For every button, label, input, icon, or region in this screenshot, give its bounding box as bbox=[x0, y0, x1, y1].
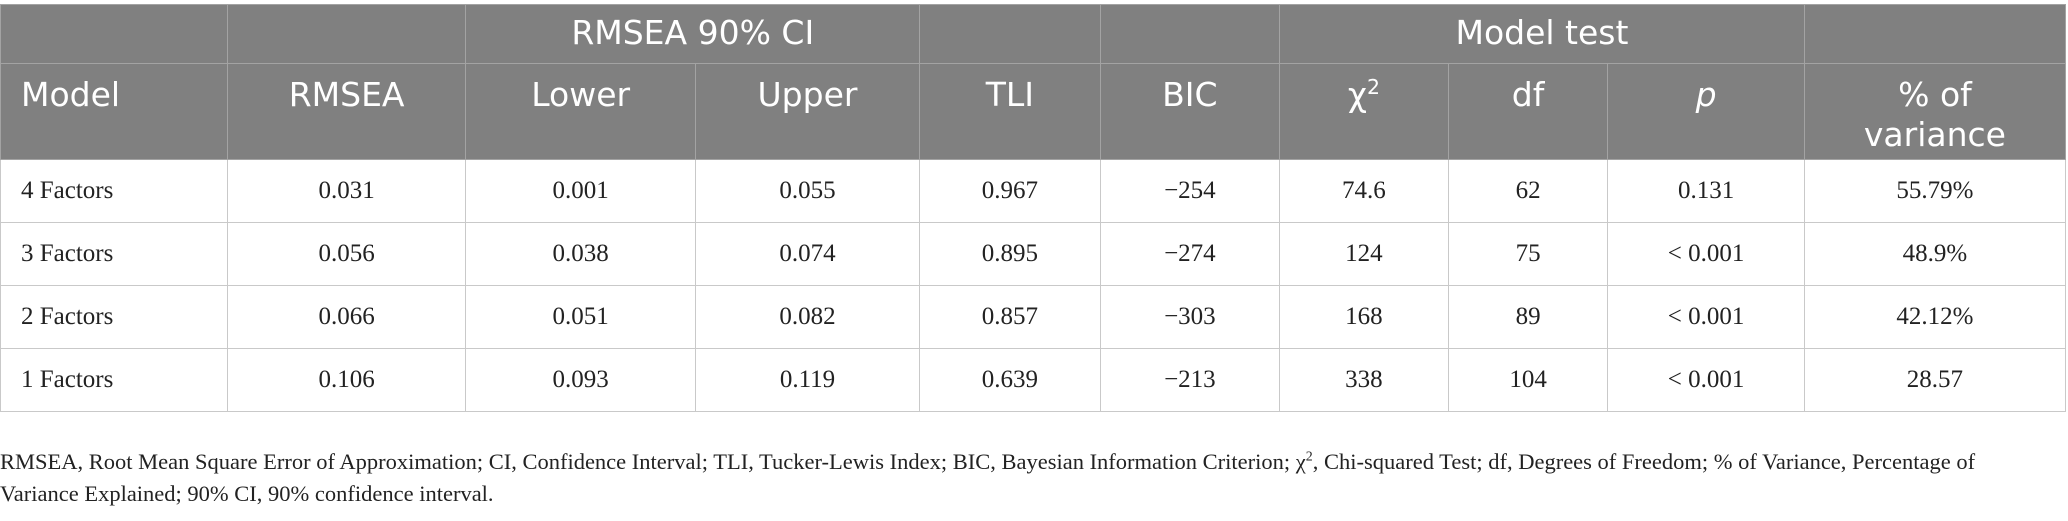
cell-upper: 0.074 bbox=[694, 222, 921, 286]
col-header-tli: TLI bbox=[919, 63, 1101, 160]
group-header-rmsea-ci: RMSEA 90% CI bbox=[465, 4, 921, 64]
col-header-lower: Lower bbox=[465, 63, 696, 160]
col-header-bic: BIC bbox=[1099, 63, 1281, 160]
cell-df: 89 bbox=[1447, 285, 1609, 349]
group-header-empty-model bbox=[0, 4, 228, 64]
group-header-empty-rmsea bbox=[226, 4, 467, 64]
cell-upper: 0.055 bbox=[694, 159, 921, 223]
table-row: 1 Factors 0.106 0.093 0.119 0.639 −213 3… bbox=[0, 348, 2067, 412]
cell-bic: −303 bbox=[1099, 285, 1281, 349]
cell-bic: −213 bbox=[1099, 348, 1281, 412]
col-header-rmsea: RMSEA bbox=[226, 63, 467, 160]
col-header-upper: Upper bbox=[694, 63, 921, 160]
cell-df: 75 bbox=[1447, 222, 1609, 286]
cell-model: 4 Factors bbox=[0, 159, 228, 223]
cell-model: 1 Factors bbox=[0, 348, 228, 412]
group-header-empty-tli bbox=[919, 4, 1101, 64]
cell-variance: 42.12% bbox=[1803, 285, 2067, 349]
col-header-p: p bbox=[1607, 63, 1805, 160]
col-header-variance: % of variance bbox=[1803, 63, 2067, 160]
cell-model: 3 Factors bbox=[0, 222, 228, 286]
variance-label-line2: variance bbox=[1863, 115, 2006, 154]
cell-rmsea: 0.056 bbox=[226, 222, 467, 286]
cell-lower: 0.051 bbox=[465, 285, 696, 349]
cell-tli: 0.639 bbox=[919, 348, 1101, 412]
cell-tli: 0.895 bbox=[919, 222, 1101, 286]
cell-p: 0.131 bbox=[1607, 159, 1805, 223]
cell-lower: 0.093 bbox=[465, 348, 696, 412]
col-header-df: df bbox=[1447, 63, 1609, 160]
cell-lower: 0.001 bbox=[465, 159, 696, 223]
group-header-empty-variance bbox=[1803, 4, 2067, 64]
cell-upper: 0.119 bbox=[694, 348, 921, 412]
col-header-model: Model bbox=[0, 63, 228, 160]
footnote-text-part1: RMSEA, Root Mean Square Error of Approxi… bbox=[0, 449, 1306, 474]
column-header-row: Model RMSEA Lower Upper TLI BIC χ2 df p … bbox=[0, 63, 2067, 160]
cell-variance: 28.57 bbox=[1803, 348, 2067, 412]
table-row: 4 Factors 0.031 0.001 0.055 0.967 −254 7… bbox=[0, 159, 2067, 223]
footnote-text-part2: , Chi-squared Test; df, Degrees of Freed… bbox=[0, 449, 1976, 506]
table-body: 4 Factors 0.031 0.001 0.055 0.967 −254 7… bbox=[0, 159, 2067, 412]
cell-upper: 0.082 bbox=[694, 285, 921, 349]
cell-variance: 48.9% bbox=[1803, 222, 2067, 286]
col-header-chi-squared: χ2 bbox=[1279, 63, 1449, 160]
group-header-row: RMSEA 90% CI Model test bbox=[0, 4, 2067, 64]
cell-lower: 0.038 bbox=[465, 222, 696, 286]
cell-rmsea: 0.106 bbox=[226, 348, 467, 412]
table-row: 3 Factors 0.056 0.038 0.074 0.895 −274 1… bbox=[0, 222, 2067, 286]
cell-p: < 0.001 bbox=[1607, 348, 1805, 412]
cell-rmsea: 0.066 bbox=[226, 285, 467, 349]
variance-label-line1: % of bbox=[1898, 75, 1972, 114]
cell-chi2: 338 bbox=[1279, 348, 1449, 412]
cell-tli: 0.967 bbox=[919, 159, 1101, 223]
cell-df: 62 bbox=[1447, 159, 1609, 223]
cell-rmsea: 0.031 bbox=[226, 159, 467, 223]
cell-bic: −254 bbox=[1099, 159, 1281, 223]
cell-df: 104 bbox=[1447, 348, 1609, 412]
cell-chi2: 74.6 bbox=[1279, 159, 1449, 223]
cell-p: < 0.001 bbox=[1607, 222, 1805, 286]
cell-bic: −274 bbox=[1099, 222, 1281, 286]
table-row: 2 Factors 0.066 0.051 0.082 0.857 −303 1… bbox=[0, 285, 2067, 349]
table-footnote: RMSEA, Root Mean Square Error of Approxi… bbox=[0, 446, 2050, 510]
chi-symbol: χ bbox=[1347, 75, 1367, 114]
table-header: RMSEA 90% CI Model test Model RMSEA Lowe… bbox=[0, 4, 2067, 160]
group-header-empty-bic bbox=[1099, 4, 1281, 64]
cell-chi2: 124 bbox=[1279, 222, 1449, 286]
footnote-superscript: 2 bbox=[1305, 449, 1313, 465]
cell-tli: 0.857 bbox=[919, 285, 1101, 349]
cell-model: 2 Factors bbox=[0, 285, 228, 349]
cell-variance: 55.79% bbox=[1803, 159, 2067, 223]
model-fit-table: RMSEA 90% CI Model test Model RMSEA Lowe… bbox=[0, 4, 2067, 412]
cell-chi2: 168 bbox=[1279, 285, 1449, 349]
chi-superscript: 2 bbox=[1366, 75, 1380, 99]
group-header-model-test: Model test bbox=[1279, 4, 1805, 64]
cell-p: < 0.001 bbox=[1607, 285, 1805, 349]
